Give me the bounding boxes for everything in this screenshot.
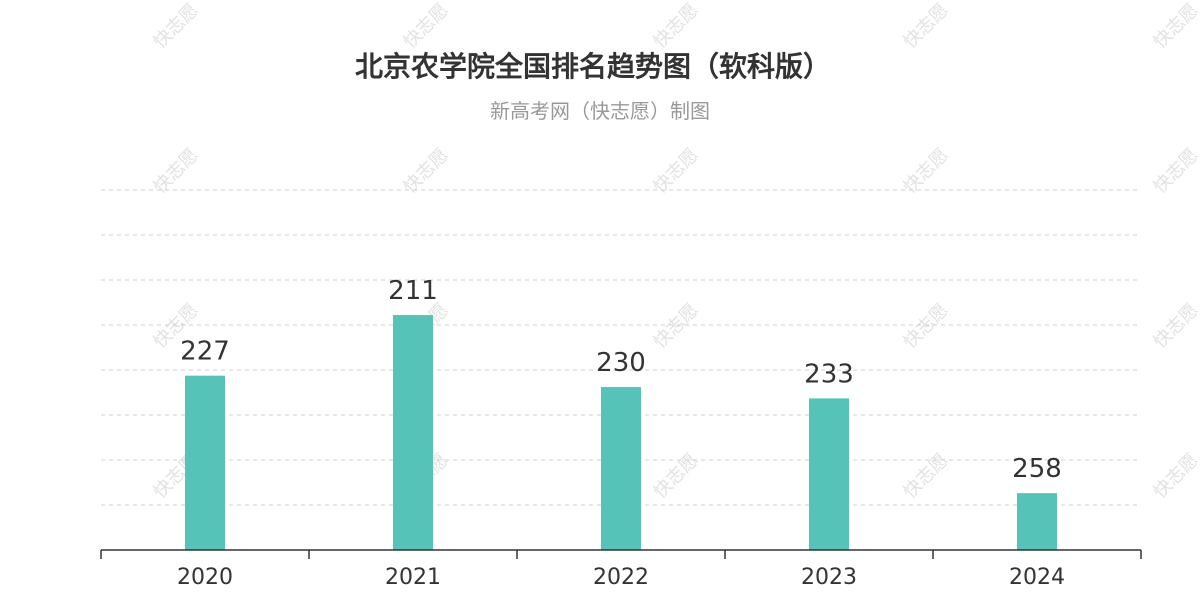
watermark-text: 快志愿 (1150, 300, 1200, 353)
x-tick-label: 2024 (1009, 565, 1065, 590)
watermark-text: 快志愿 (150, 0, 203, 53)
watermark-text: 快志愿 (400, 0, 453, 53)
bar (1017, 493, 1057, 550)
data-label: 258 (1012, 454, 1062, 484)
chart-title: 北京农学院全国排名趋势图（软科版） (355, 50, 831, 83)
x-tick-label: 2021 (385, 565, 441, 590)
data-labels: 227 211 230 233 258 (180, 276, 1062, 484)
data-label: 227 (180, 337, 230, 367)
watermark-text: 快志愿 (900, 0, 953, 53)
watermark-text: 快志愿 (650, 300, 703, 353)
data-label: 230 (596, 348, 646, 378)
watermark-text: 快志愿 (650, 0, 703, 53)
x-tick-label: 2023 (801, 565, 857, 590)
x-tick-label: 2022 (593, 565, 649, 590)
x-axis: 2020 2021 2022 2023 2024 (100, 549, 1142, 590)
data-label: 233 (804, 359, 854, 389)
watermark-text: 快志愿 (900, 450, 953, 503)
watermark-text: 快志愿 (900, 300, 953, 353)
bar (393, 315, 433, 550)
watermark-text: 快志愿 (1150, 0, 1200, 53)
chart-subtitle: 新高考网（快志愿）制图 (490, 99, 710, 123)
bar (185, 375, 225, 550)
watermark-text: 快志愿 (1150, 145, 1200, 198)
bar (601, 387, 641, 550)
watermark-text: 快志愿 (1150, 450, 1200, 503)
data-label: 211 (388, 276, 438, 306)
x-tick-label: 2020 (177, 565, 233, 590)
watermark-text: 快志愿 (650, 450, 703, 503)
bar-series (185, 315, 1057, 550)
bar (809, 398, 849, 550)
